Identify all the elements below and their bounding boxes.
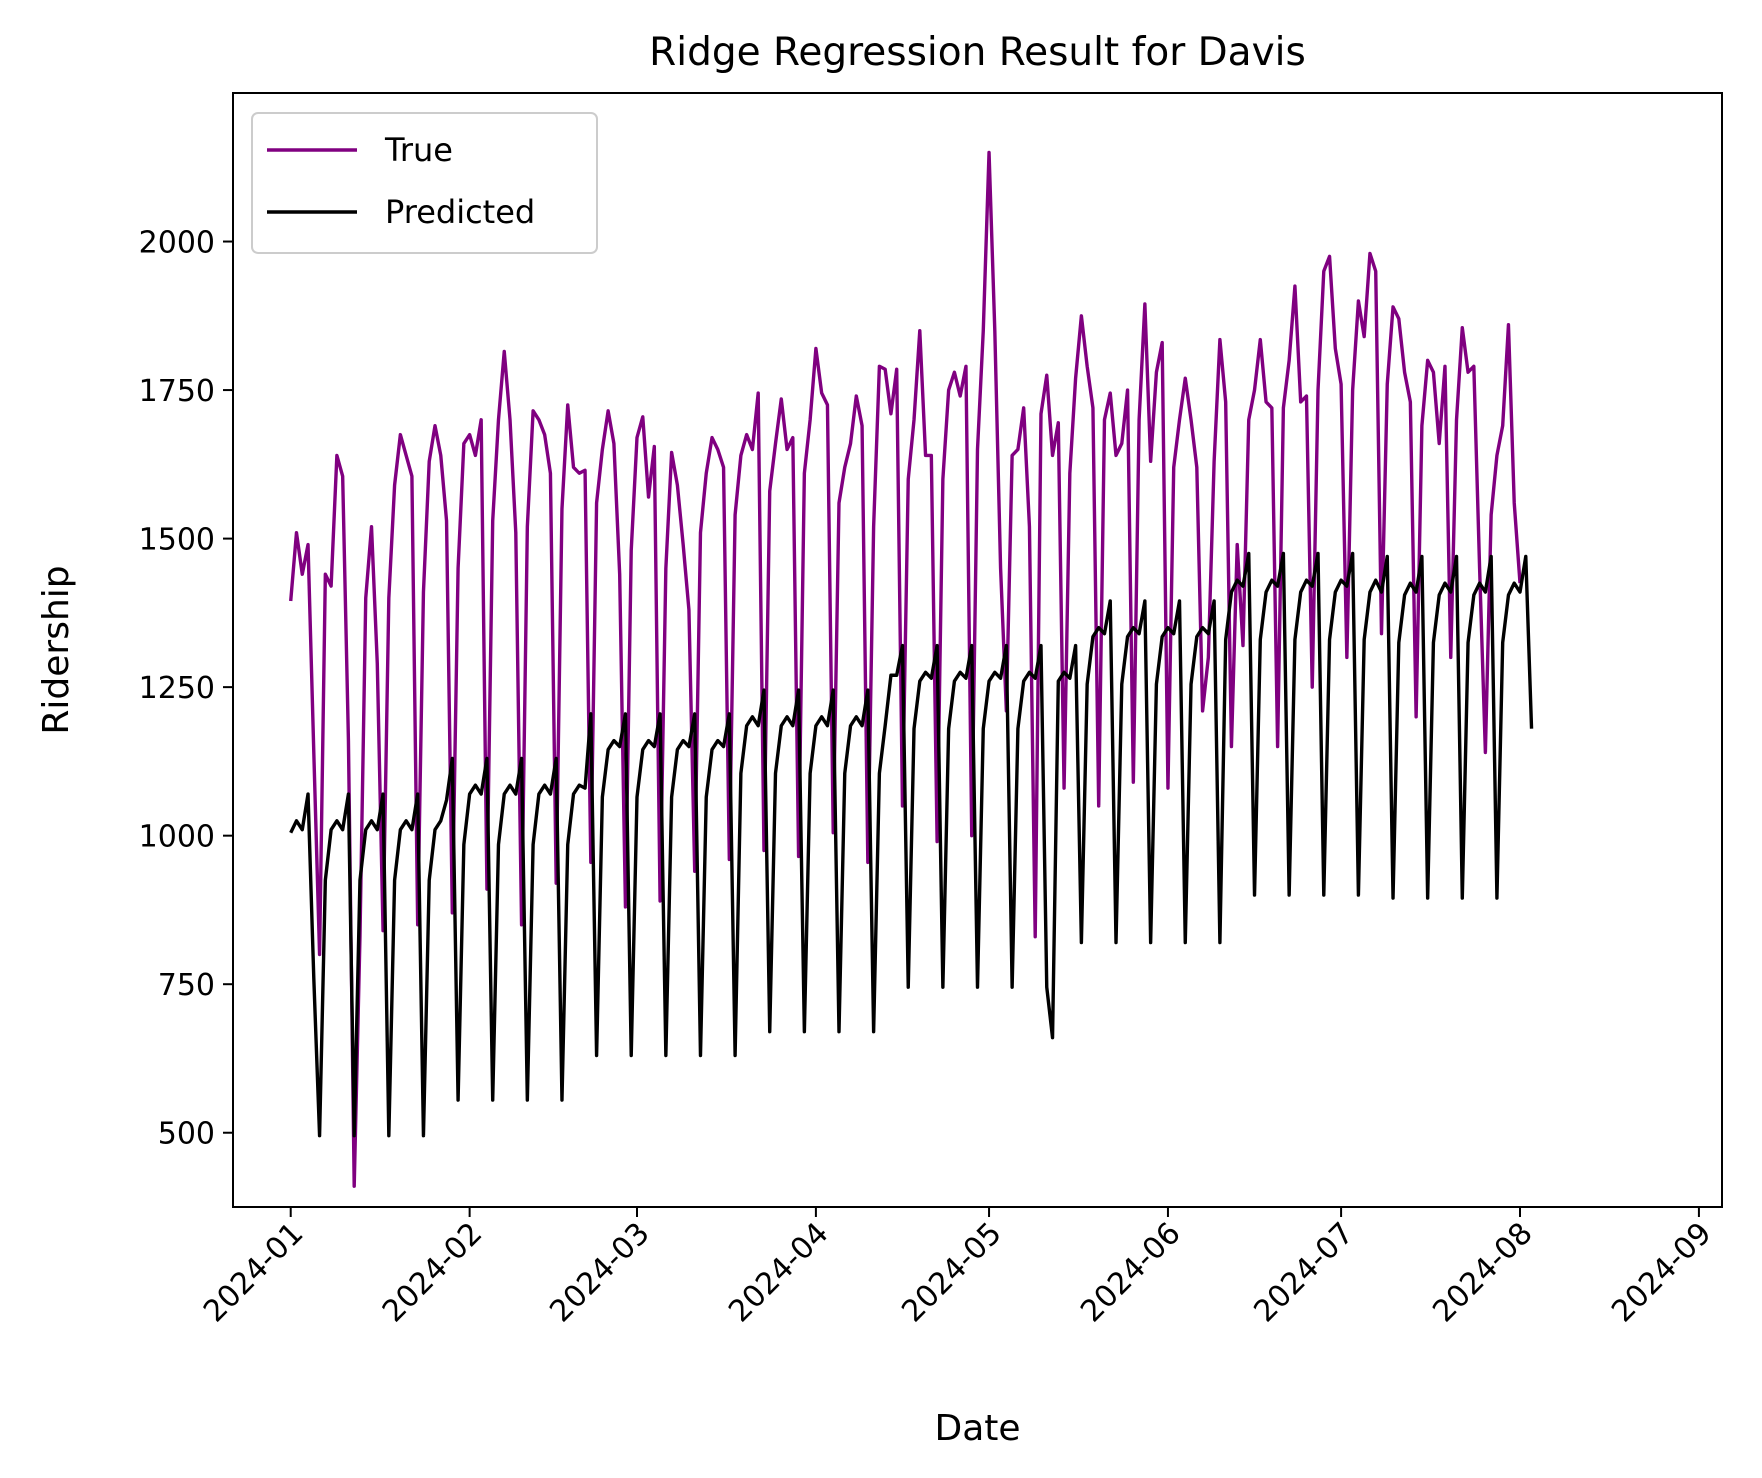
- y-tick-label: 500: [158, 1117, 215, 1152]
- series-line-true: [289, 150, 1522, 1188]
- legend: True Predicted: [251, 112, 598, 254]
- y-tick-label: 1500: [139, 523, 215, 558]
- y-tick-label: 1250: [139, 671, 215, 706]
- y-tick-label: 2000: [139, 226, 215, 261]
- series-line-predicted: [289, 551, 1534, 1138]
- y-axis: 500 750 1000 1250 1500 1750 2000: [139, 226, 233, 1152]
- legend-box: [251, 112, 598, 254]
- x-axis-label: Date: [934, 1408, 1020, 1449]
- y-axis-label: Ridership: [36, 565, 77, 734]
- legend-label-true: True: [384, 131, 453, 169]
- plot-area-frame: [232, 92, 1723, 1208]
- chart-title: Ridge Regression Result for Davis: [649, 30, 1306, 75]
- series-layer: [289, 150, 1534, 1188]
- legend-label-predicted: Predicted: [385, 193, 535, 231]
- y-tick-label: 750: [158, 968, 215, 1003]
- y-tick-label: 1750: [139, 374, 215, 409]
- y-tick-label: 1000: [139, 820, 215, 855]
